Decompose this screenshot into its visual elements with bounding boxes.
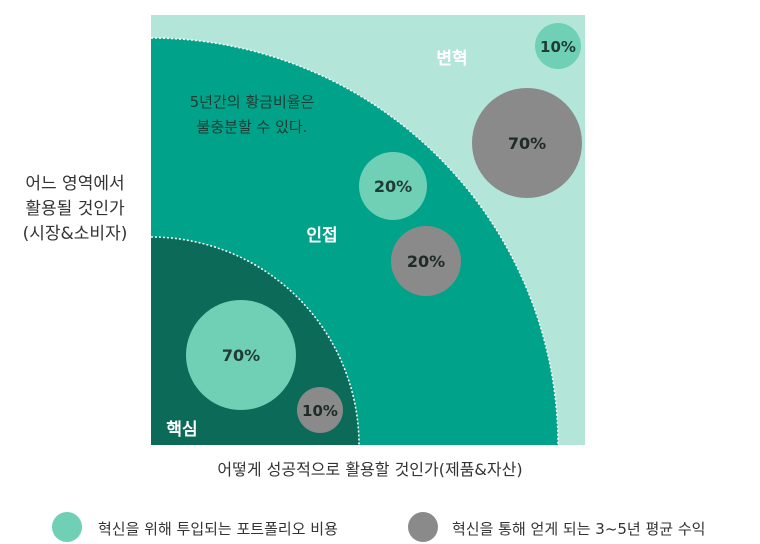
bubble-core-return-label: 10% xyxy=(302,402,338,420)
bubble-transform-return: 70% xyxy=(472,88,582,198)
legend-return-swatch xyxy=(408,512,438,542)
y-axis-label-line-2: 활용될 것인가 xyxy=(25,199,125,219)
bubble-core-return: 10% xyxy=(297,387,343,433)
bubble-transform-investment: 10% xyxy=(535,23,581,69)
bubble-adjacent-investment-label: 20% xyxy=(374,177,412,196)
bubble-adjacent-return: 20% xyxy=(391,226,461,296)
zone-label-core: 핵심 xyxy=(166,420,197,440)
zone-label-transform: 변혁 xyxy=(436,48,467,69)
y-axis-label-line-1: 어느 영역에서 xyxy=(25,174,125,194)
y-axis-label-line-3: (시장&소비자) xyxy=(22,224,128,244)
y-axis-label: 어느 영역에서 활용될 것인가 (시장&소비자) xyxy=(10,172,140,247)
legend: 혁신을 위해 투입되는 포트폴리오 비용 혁신을 통해 얻게 되는 3~5년 평… xyxy=(52,512,760,544)
annotation-line-1: 5년간의 황금비율은 xyxy=(190,93,315,111)
bubble-core-investment: 70% xyxy=(186,300,296,410)
x-axis-label: 어떻게 성공적으로 활용할 것인가(제품&자산) xyxy=(217,460,523,479)
bubble-transform-return-label: 70% xyxy=(508,134,546,153)
bubble-adjacent-investment: 20% xyxy=(359,152,427,220)
bubble-core-investment-label: 70% xyxy=(222,346,260,365)
zone-label-adjacent: 인접 xyxy=(306,226,337,246)
legend-investment-swatch xyxy=(52,512,82,542)
legend-investment-label: 혁신을 위해 투입되는 포트폴리오 비용 xyxy=(98,520,338,538)
bubble-transform-investment-label: 10% xyxy=(540,38,576,56)
annotation-line-2: 불충분할 수 있다. xyxy=(197,118,308,136)
bubble-adjacent-return-label: 20% xyxy=(407,252,445,271)
legend-return-label: 혁신을 통해 얻게 되는 3~5년 평균 수익 xyxy=(452,520,706,538)
